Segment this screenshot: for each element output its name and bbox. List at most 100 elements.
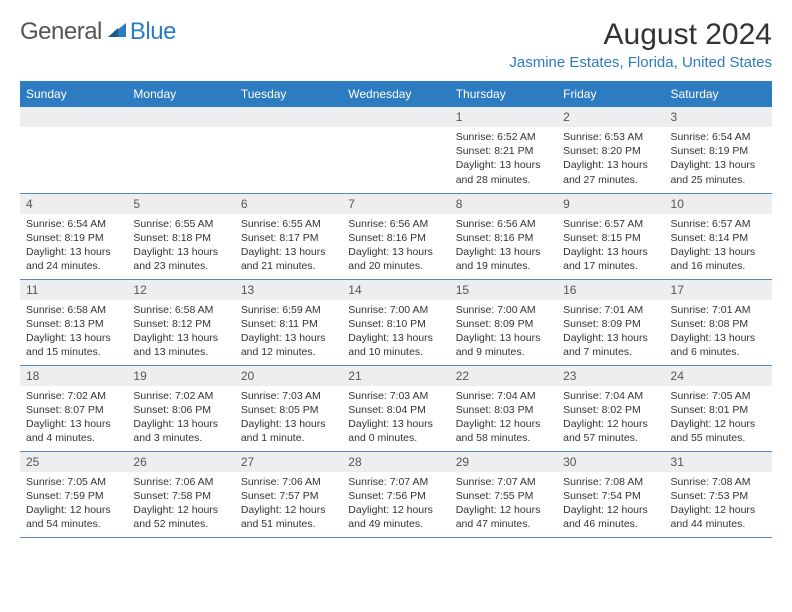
day-details: Sunrise: 7:04 AMSunset: 8:03 PMDaylight:… (450, 386, 557, 450)
sunrise-text: Sunrise: 6:55 AM (133, 217, 228, 231)
day-details: Sunrise: 7:03 AMSunset: 8:04 PMDaylight:… (342, 386, 449, 450)
sunrise-text: Sunrise: 6:54 AM (26, 217, 121, 231)
calendar-day-cell: 6Sunrise: 6:55 AMSunset: 8:17 PMDaylight… (235, 193, 342, 279)
date-number: 12 (127, 280, 234, 300)
date-number: 2 (557, 107, 664, 127)
daylight-text: Daylight: 13 hours and 27 minutes. (563, 158, 658, 186)
sunset-text: Sunset: 8:02 PM (563, 403, 658, 417)
day-details: Sunrise: 7:05 AMSunset: 7:59 PMDaylight:… (20, 472, 127, 536)
sunrise-text: Sunrise: 6:53 AM (563, 130, 658, 144)
calendar-day-cell: 17Sunrise: 7:01 AMSunset: 8:08 PMDayligh… (665, 279, 772, 365)
sunset-text: Sunset: 8:15 PM (563, 231, 658, 245)
calendar-day-cell (20, 107, 127, 193)
sunset-text: Sunset: 8:07 PM (26, 403, 121, 417)
sunset-text: Sunset: 8:09 PM (563, 317, 658, 331)
daylight-text: Daylight: 13 hours and 21 minutes. (241, 245, 336, 273)
date-number: 16 (557, 280, 664, 300)
calendar-week-row: 1Sunrise: 6:52 AMSunset: 8:21 PMDaylight… (20, 107, 772, 193)
daylight-text: Daylight: 13 hours and 28 minutes. (456, 158, 551, 186)
sunrise-text: Sunrise: 7:01 AM (563, 303, 658, 317)
day-details: Sunrise: 7:06 AMSunset: 7:58 PMDaylight:… (127, 472, 234, 536)
day-details: Sunrise: 7:00 AMSunset: 8:09 PMDaylight:… (450, 300, 557, 364)
date-number: 29 (450, 452, 557, 472)
sunrise-text: Sunrise: 6:52 AM (456, 130, 551, 144)
day-details: Sunrise: 6:55 AMSunset: 8:18 PMDaylight:… (127, 214, 234, 278)
day-details: Sunrise: 6:58 AMSunset: 8:12 PMDaylight:… (127, 300, 234, 364)
date-number: 24 (665, 366, 772, 386)
calendar-day-cell: 5Sunrise: 6:55 AMSunset: 8:18 PMDaylight… (127, 193, 234, 279)
calendar-table: SundayMondayTuesdayWednesdayThursdayFrid… (20, 81, 772, 538)
daylight-text: Daylight: 13 hours and 23 minutes. (133, 245, 228, 273)
day-details: Sunrise: 7:08 AMSunset: 7:54 PMDaylight:… (557, 472, 664, 536)
day-details: Sunrise: 6:57 AMSunset: 8:15 PMDaylight:… (557, 214, 664, 278)
daylight-text: Daylight: 13 hours and 3 minutes. (133, 417, 228, 445)
sunset-text: Sunset: 8:16 PM (456, 231, 551, 245)
date-number: 30 (557, 452, 664, 472)
sunset-text: Sunset: 8:14 PM (671, 231, 766, 245)
date-number: 4 (20, 194, 127, 214)
day-details: Sunrise: 7:06 AMSunset: 7:57 PMDaylight:… (235, 472, 342, 536)
date-number: 11 (20, 280, 127, 300)
sunrise-text: Sunrise: 7:04 AM (456, 389, 551, 403)
day-details: Sunrise: 7:05 AMSunset: 8:01 PMDaylight:… (665, 386, 772, 450)
date-number: 18 (20, 366, 127, 386)
calendar-day-cell: 10Sunrise: 6:57 AMSunset: 8:14 PMDayligh… (665, 193, 772, 279)
sunrise-text: Sunrise: 6:59 AM (241, 303, 336, 317)
date-number: 6 (235, 194, 342, 214)
daylight-text: Daylight: 12 hours and 51 minutes. (241, 503, 336, 531)
daylight-text: Daylight: 13 hours and 19 minutes. (456, 245, 551, 273)
sunset-text: Sunset: 8:13 PM (26, 317, 121, 331)
calendar-day-cell (127, 107, 234, 193)
daylight-text: Daylight: 13 hours and 7 minutes. (563, 331, 658, 359)
day-details: Sunrise: 6:54 AMSunset: 8:19 PMDaylight:… (20, 214, 127, 278)
sunset-text: Sunset: 8:10 PM (348, 317, 443, 331)
daylight-text: Daylight: 12 hours and 55 minutes. (671, 417, 766, 445)
day-details: Sunrise: 6:58 AMSunset: 8:13 PMDaylight:… (20, 300, 127, 364)
weekday-header-cell: Friday (557, 81, 664, 107)
daylight-text: Daylight: 12 hours and 46 minutes. (563, 503, 658, 531)
date-number: 31 (665, 452, 772, 472)
calendar-day-cell: 25Sunrise: 7:05 AMSunset: 7:59 PMDayligh… (20, 451, 127, 537)
logo: General Blue (20, 18, 176, 46)
calendar-week-row: 18 Sunrise: 7:02 AM Sunset: 8:07 PM Dayligh… (20, 365, 772, 451)
sunset-text: Sunset: 8:21 PM (456, 144, 551, 158)
calendar-day-cell: 23Sunrise: 7:04 AMSunset: 8:02 PMDayligh… (557, 365, 664, 451)
date-number: 27 (235, 452, 342, 472)
day-details: Sunrise: 6:54 AMSunset: 8:19 PMDaylight:… (665, 127, 772, 191)
header: General Blue August 2024 Jasmine Estates… (20, 18, 772, 71)
calendar-day-cell: 29Sunrise: 7:07 AMSunset: 7:55 PMDayligh… (450, 451, 557, 537)
sunrise-text: Sunrise: 7:05 AM (26, 475, 121, 489)
weekday-header-cell: Tuesday (235, 81, 342, 107)
sunrise-text: Sunrise: 7:02 AM (133, 389, 228, 403)
day-details: Sunrise: 6:53 AMSunset: 8:20 PMDaylight:… (557, 127, 664, 191)
logo-word-blue: Blue (130, 18, 176, 46)
daylight-text: Daylight: 13 hours and 15 minutes. (26, 331, 121, 359)
sunset-text: Sunset: 8:06 PM (133, 403, 228, 417)
day-details: Sunrise: 7:04 AMSunset: 8:02 PMDaylight:… (557, 386, 664, 450)
calendar-day-cell: 9Sunrise: 6:57 AMSunset: 8:15 PMDaylight… (557, 193, 664, 279)
sunset-text: Sunset: 8:08 PM (671, 317, 766, 331)
sunrise-text: Sunrise: 7:03 AM (241, 389, 336, 403)
calendar-day-cell: 27Sunrise: 7:06 AMSunset: 7:57 PMDayligh… (235, 451, 342, 537)
sunset-text: Sunset: 8:19 PM (671, 144, 766, 158)
day-details: Sunrise: 7:07 AMSunset: 7:56 PMDaylight:… (342, 472, 449, 536)
sunrise-text: Sunrise: 7:07 AM (348, 475, 443, 489)
daylight-text: Daylight: 12 hours and 52 minutes. (133, 503, 228, 531)
sunset-text: Sunset: 8:12 PM (133, 317, 228, 331)
sunset-text: Sunset: 7:59 PM (26, 489, 121, 503)
date-number-empty (342, 107, 449, 127)
calendar-day-cell: 15Sunrise: 7:00 AMSunset: 8:09 PMDayligh… (450, 279, 557, 365)
day-details: Sunrise: 7:00 AMSunset: 8:10 PMDaylight:… (342, 300, 449, 364)
daylight-text: Daylight: 13 hours and 20 minutes. (348, 245, 443, 273)
calendar-day-cell: 7Sunrise: 6:56 AMSunset: 8:16 PMDaylight… (342, 193, 449, 279)
location-text: Jasmine Estates, Florida, United States (509, 54, 772, 71)
date-number: 17 (665, 280, 772, 300)
sunset-text: Sunset: 8:01 PM (671, 403, 766, 417)
calendar-day-cell: 18Sunrise: 7:02 AMSunset: 8:07 PMDayligh… (20, 365, 127, 451)
calendar-day-cell: 4Sunrise: 6:54 AMSunset: 8:19 PMDaylight… (20, 193, 127, 279)
sunset-text: Sunset: 7:53 PM (671, 489, 766, 503)
day-details: Sunrise: 6:56 AMSunset: 8:16 PMDaylight:… (450, 214, 557, 278)
day-details: Sunrise: 7:08 AMSunset: 7:53 PMDaylight:… (665, 472, 772, 536)
sunset-text: Sunset: 8:18 PM (133, 231, 228, 245)
sunset-text: Sunset: 7:54 PM (563, 489, 658, 503)
